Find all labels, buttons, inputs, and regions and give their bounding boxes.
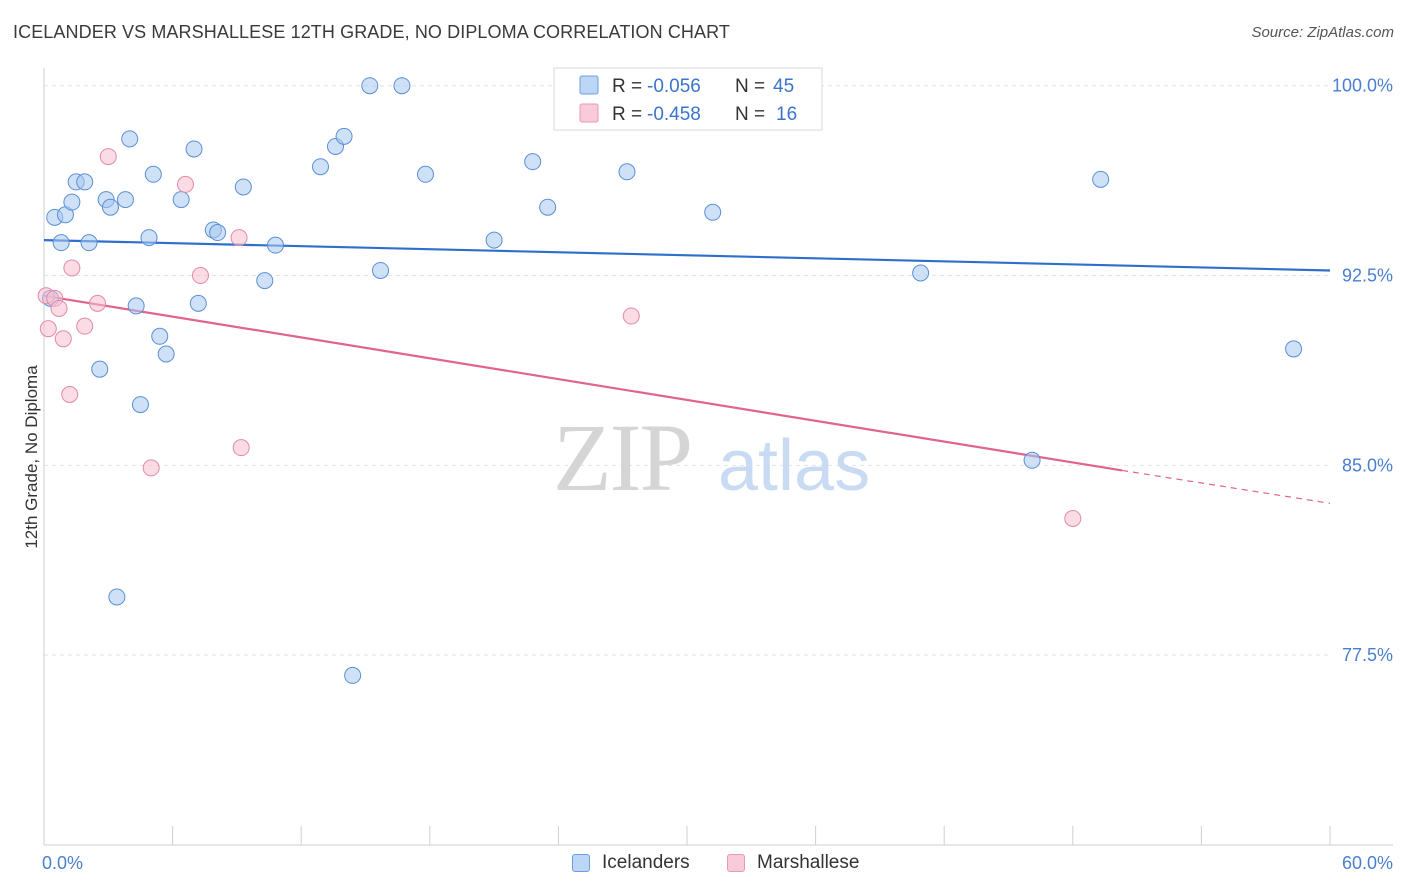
point-icelanders <box>361 77 379 95</box>
point-icelanders <box>618 163 636 181</box>
point-icelanders <box>1092 170 1110 188</box>
legend-label-icelanders: Icelanders <box>602 852 690 873</box>
x-tick-label: 60.0% <box>1342 853 1393 873</box>
point-marshallese <box>99 148 117 166</box>
point-marshallese <box>1064 510 1082 528</box>
point-icelanders <box>172 191 190 209</box>
point-icelanders <box>209 224 227 242</box>
legend-item-icelanders[interactable]: Icelanders <box>572 852 690 874</box>
point-marshallese <box>89 294 107 312</box>
point-icelanders <box>256 272 274 290</box>
point-marshallese <box>176 175 194 193</box>
point-marshallese <box>622 307 640 325</box>
point-icelanders <box>393 77 411 95</box>
legend-n-label: N = <box>735 76 765 97</box>
y-axis-label: 12th Grade, No Diploma <box>22 365 41 549</box>
point-icelanders <box>144 165 162 183</box>
point-icelanders <box>912 264 930 282</box>
legend-item-marshallese[interactable]: Marshallese <box>727 852 859 874</box>
trend-line-marshallese-extension <box>1122 469 1331 504</box>
point-icelanders <box>185 140 203 158</box>
point-icelanders <box>1285 340 1303 358</box>
point-icelanders <box>524 153 542 171</box>
legend-r-label: R = <box>612 104 642 125</box>
point-icelanders <box>539 198 557 216</box>
point-icelanders <box>417 165 435 183</box>
point-icelanders <box>108 588 126 606</box>
point-marshallese <box>142 459 160 477</box>
point-icelanders <box>704 203 722 221</box>
point-icelanders <box>76 173 94 191</box>
point-marshallese <box>230 229 248 247</box>
point-icelanders <box>234 178 252 196</box>
point-marshallese <box>54 330 72 348</box>
point-icelanders <box>52 234 70 252</box>
point-icelanders <box>151 327 169 345</box>
point-icelanders <box>116 191 134 209</box>
point-icelanders <box>131 396 149 414</box>
point-icelanders <box>335 127 353 145</box>
point-marshallese <box>39 320 57 338</box>
point-icelanders <box>121 130 139 148</box>
point-marshallese <box>50 299 68 317</box>
point-marshallese <box>61 385 79 403</box>
point-icelanders <box>344 666 362 684</box>
y-tick-label: 100.0% <box>1332 76 1393 96</box>
axes <box>43 68 1393 846</box>
trend-line-icelanders <box>43 239 1331 272</box>
legend-n-label: N = <box>735 104 765 125</box>
point-marshallese <box>76 317 94 335</box>
watermark: ZIP atlas <box>553 404 870 511</box>
source-label: Source: ZipAtlas.com <box>1251 24 1394 41</box>
point-icelanders <box>372 261 390 279</box>
chart-title: ICELANDER VS MARSHALLESE 12TH GRADE, NO … <box>13 22 730 42</box>
point-icelanders <box>140 229 158 247</box>
watermark-zip: ZIP <box>553 404 691 511</box>
marshallese-swatch <box>727 854 745 872</box>
gridlines <box>44 85 1330 656</box>
point-icelanders <box>101 198 119 216</box>
legend-r-value: -0.458 <box>647 104 701 125</box>
legend-r-label: R = <box>612 76 642 97</box>
legend-label-marshallese: Marshallese <box>757 852 860 873</box>
y-tick-label: 92.5% <box>1342 266 1393 286</box>
legend-r-value: -0.056 <box>647 76 701 97</box>
watermark-atlas: atlas <box>718 426 870 506</box>
trend-lines <box>43 239 1331 504</box>
point-icelanders <box>63 193 81 211</box>
point-icelanders <box>127 297 145 315</box>
point-icelanders <box>1023 451 1041 469</box>
point-icelanders <box>91 360 109 378</box>
y-tick-labels: 77.5% 85.0% 92.5% 100.0% <box>1332 76 1393 665</box>
y-tick-label: 77.5% <box>1342 645 1393 665</box>
bottom-legend: Icelanders Marshallese <box>0 852 1406 876</box>
legend-n-value: 45 <box>773 76 794 97</box>
legend-n-value: 16 <box>776 104 797 125</box>
point-icelanders <box>157 345 175 363</box>
x-tick-labels: 0.0% 60.0% <box>42 853 1393 873</box>
point-icelanders <box>189 294 207 312</box>
icelanders-swatch <box>572 854 590 872</box>
legend-swatch-icelanders <box>579 75 599 95</box>
data-points <box>37 77 1303 684</box>
point-icelanders <box>80 234 98 252</box>
point-icelanders <box>485 231 503 249</box>
y-tick-label: 85.0% <box>1342 455 1393 475</box>
point-icelanders <box>266 236 284 254</box>
legend-swatch-marshallese <box>579 103 599 123</box>
trend-line-marshallese <box>43 294 1123 472</box>
x-tick-label: 0.0% <box>42 853 83 873</box>
point-marshallese <box>232 439 250 457</box>
point-icelanders <box>311 158 329 176</box>
point-marshallese <box>191 267 209 285</box>
legend: R = -0.056 N = 45 R = -0.458 N = 16 <box>553 67 823 131</box>
point-marshallese <box>63 259 81 277</box>
